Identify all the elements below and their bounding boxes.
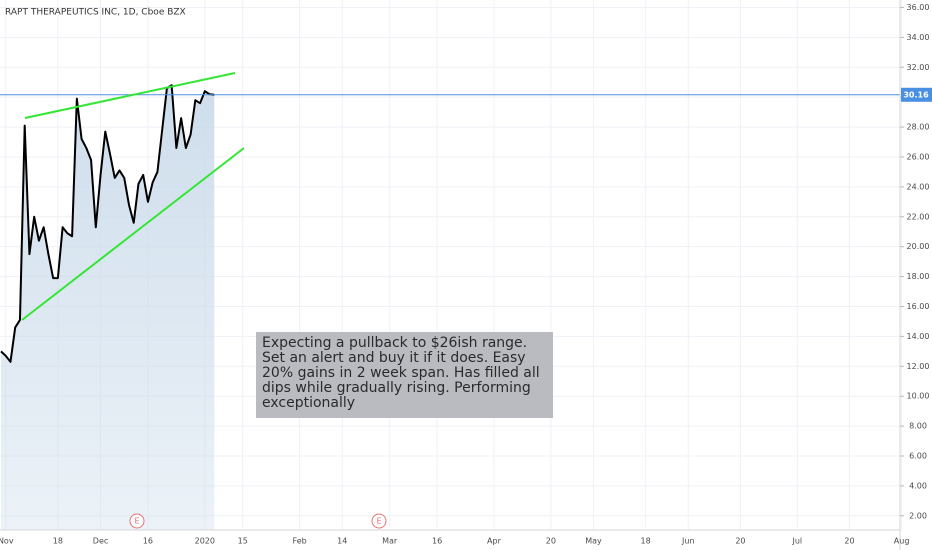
y-tick-label: 36.00 xyxy=(907,3,930,12)
plot xyxy=(0,84,900,530)
y-tick-label: 34.00 xyxy=(907,33,930,42)
x-tick-label: Feb xyxy=(293,537,307,546)
x-tick-label: 14 xyxy=(337,537,347,546)
x-tick-label: 15 xyxy=(238,537,248,546)
event-marker xyxy=(129,513,145,529)
price-line xyxy=(0,84,215,363)
event-label: E xyxy=(134,517,139,526)
x-tick-label: Nov xyxy=(0,537,14,546)
x-tick-label: Dec xyxy=(93,537,108,546)
last-price-label: 30.16 xyxy=(903,90,929,99)
y-tick-label: 4.00 xyxy=(909,481,927,490)
annotation-box: Expecting a pullback to $26ish range. Se… xyxy=(256,332,553,418)
x-tick-label: May xyxy=(585,537,602,546)
last-price-box xyxy=(901,87,932,102)
y-tick-label: 20.00 xyxy=(907,242,930,251)
event-label: E xyxy=(376,517,381,526)
y-tick-label: 32.00 xyxy=(907,63,930,72)
y-tick-label: 14.00 xyxy=(907,332,930,341)
y-tick-label: 16.00 xyxy=(907,302,930,311)
y-tick-label: 26.00 xyxy=(907,152,930,161)
y-tick-label: 2.00 xyxy=(909,511,927,520)
event-marker xyxy=(371,513,387,529)
chart-title: RAPT THERAPEUTICS INC, 1D, Cboe BZX xyxy=(5,8,186,18)
y-tick-label: 28.00 xyxy=(907,123,930,132)
x-tick-label: Mar xyxy=(382,537,398,546)
y-tick-label: 6.00 xyxy=(909,451,927,460)
y-tick-label: 18.00 xyxy=(907,272,930,281)
x-tick-label: 20 xyxy=(844,537,854,546)
axes: 2.00 4.00 6.00 8.00 10.00 12.00 14.00 16.00 18.0… xyxy=(0,3,932,546)
x-tick-label: 16 xyxy=(432,537,442,546)
area-fill xyxy=(1,85,215,530)
x-tick-label: 20 xyxy=(546,537,556,546)
y-tick-label: 8.00 xyxy=(909,422,927,431)
x-tick-label: Aug xyxy=(894,537,910,546)
x-tick-label: 18 xyxy=(641,537,651,546)
x-tick-label: 18 xyxy=(53,537,63,546)
y-tick-label: 24.00 xyxy=(907,182,930,191)
x-tick-label: 16 xyxy=(143,537,153,546)
y-tick-label: 12.00 xyxy=(907,362,930,371)
y-tick-label: 22.00 xyxy=(907,212,930,221)
trend-line-upper xyxy=(24,72,236,119)
y-tick-label: 10.00 xyxy=(907,392,930,401)
trend-line-lower xyxy=(21,147,245,321)
x-tick-label: Jun xyxy=(681,537,695,546)
x-tick-label: 2020 xyxy=(195,537,215,546)
x-tick-label: Apr xyxy=(487,537,502,546)
x-tick-label: 20 xyxy=(735,537,745,546)
x-tick-label: Jul xyxy=(791,537,802,546)
